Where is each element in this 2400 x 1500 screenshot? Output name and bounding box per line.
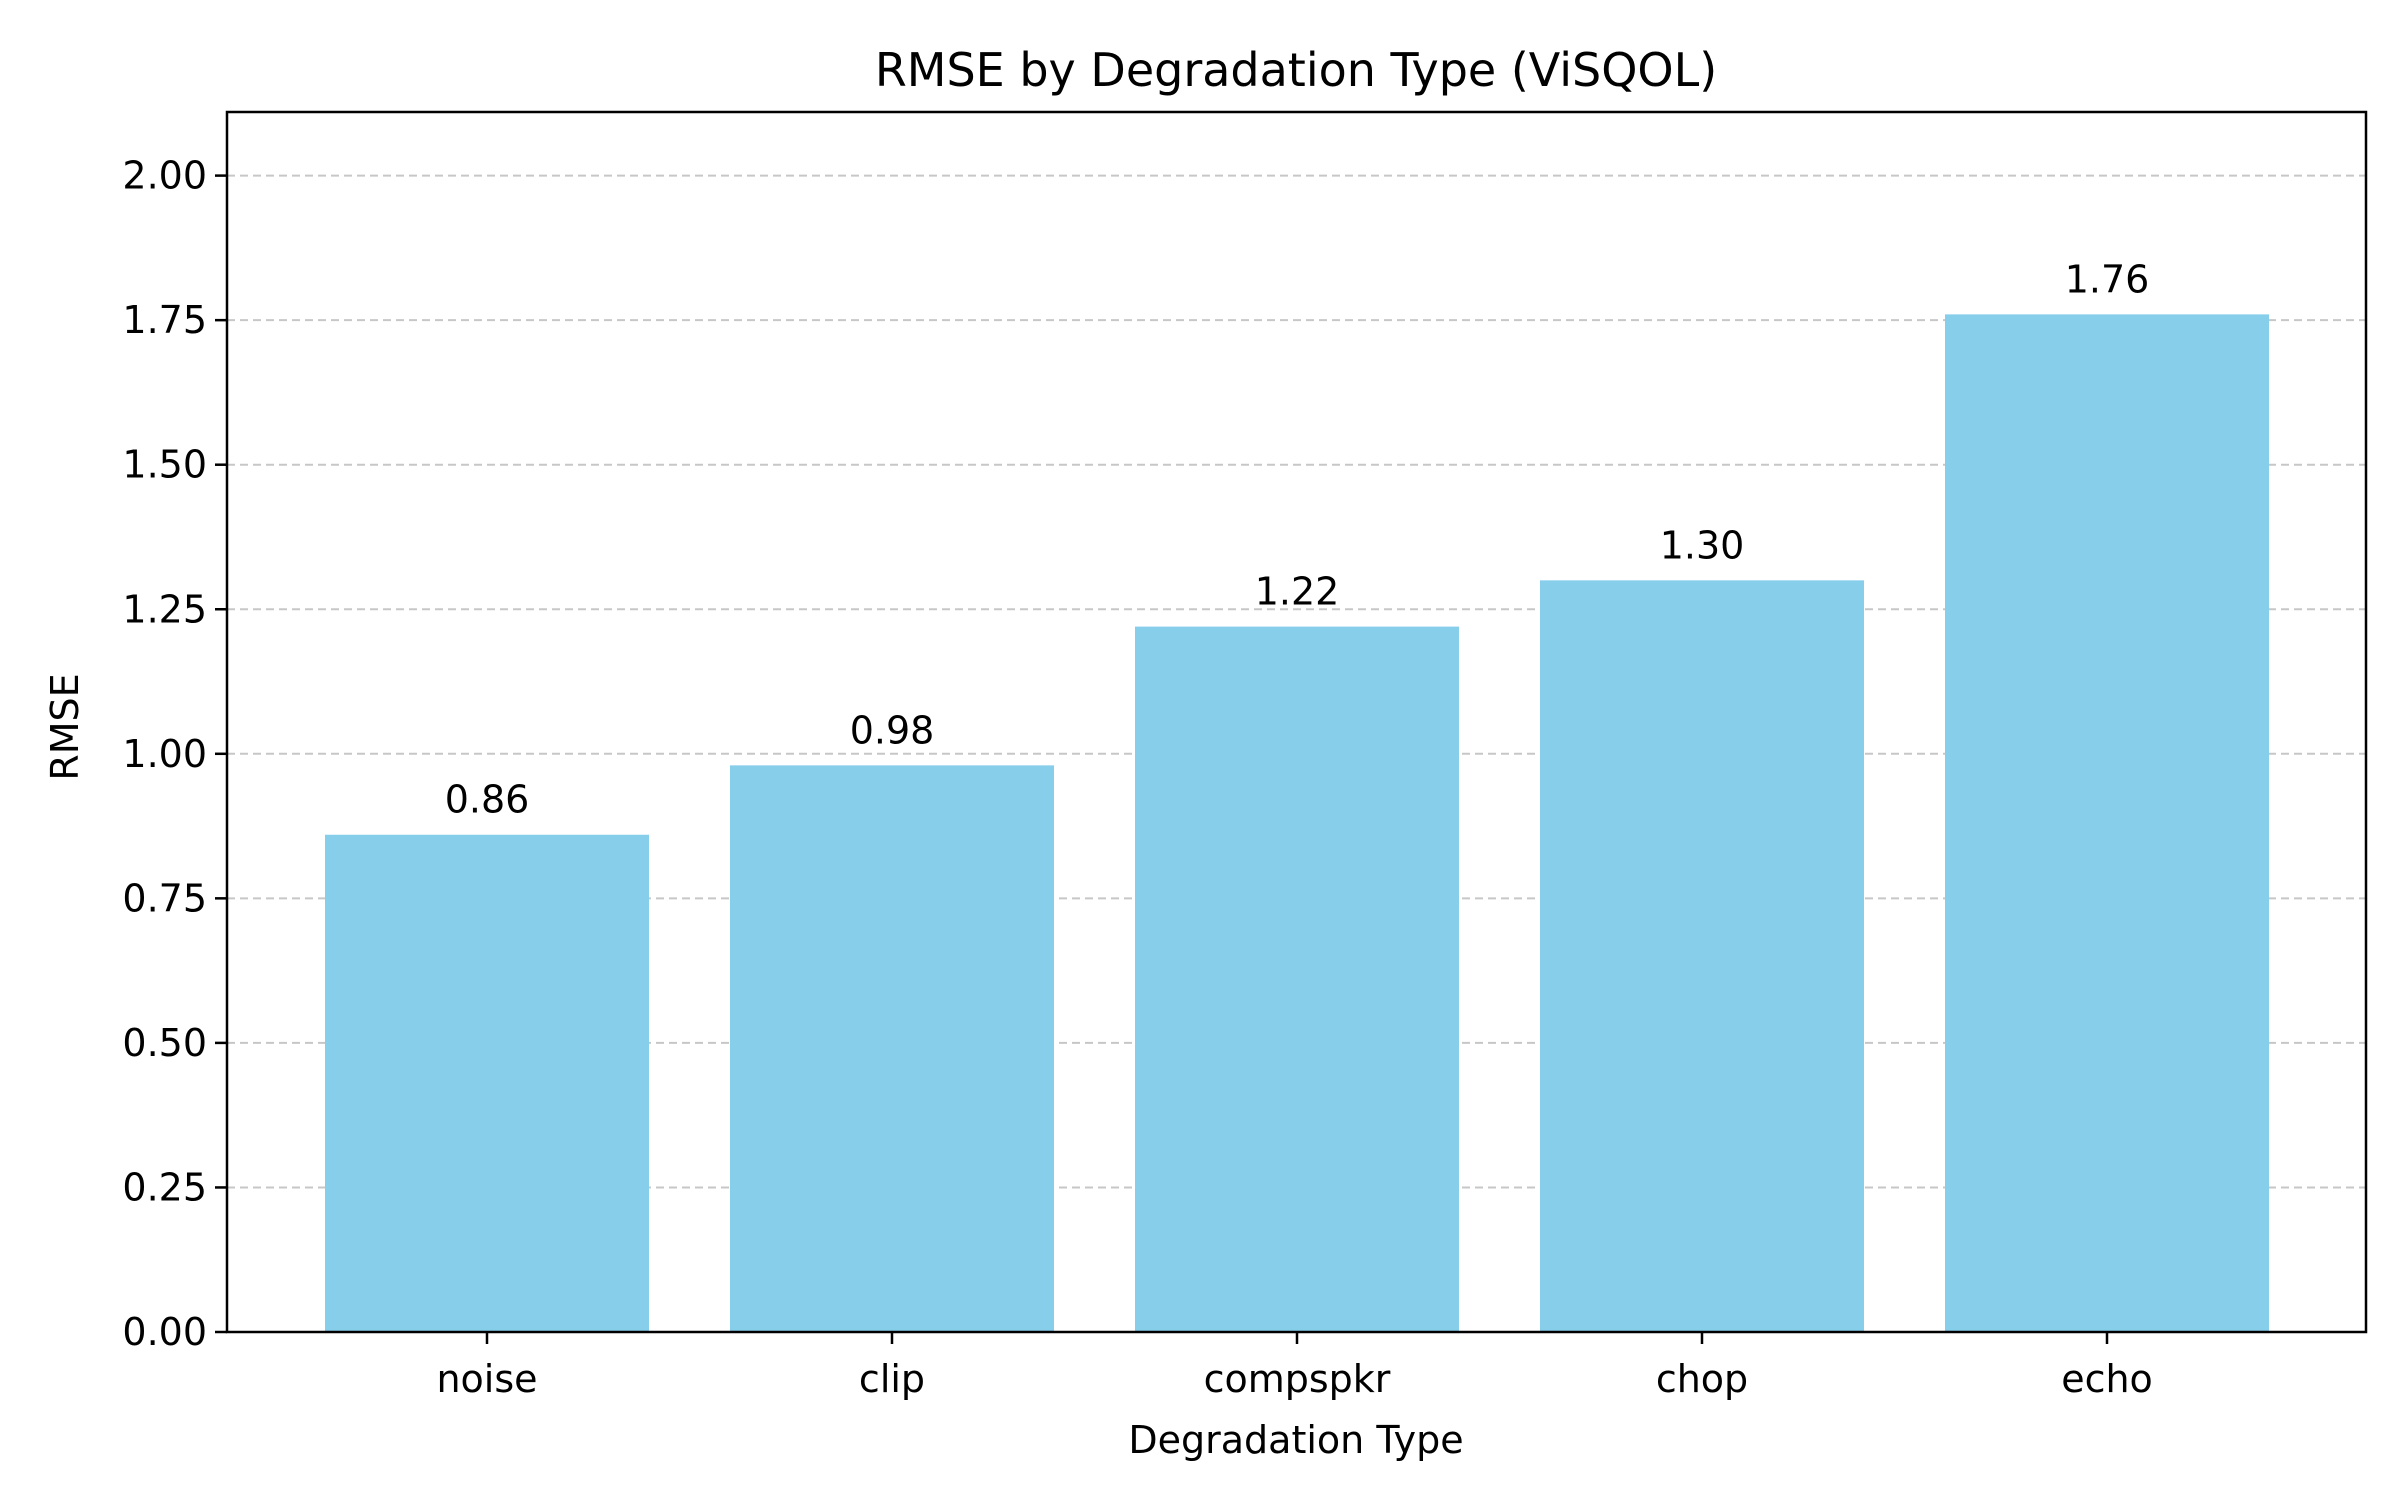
y-tick-label: 0.50 — [122, 1021, 207, 1065]
bar-value-label: 0.86 — [445, 778, 530, 822]
bar-value-label: 1.22 — [1255, 570, 1340, 614]
bar-chop — [1540, 580, 1864, 1332]
x-tick-label: chop — [1656, 1357, 1748, 1401]
x-tick-label: noise — [436, 1357, 537, 1401]
x-axis-title: Degradation Type — [1128, 1418, 1463, 1462]
bar-clip — [730, 765, 1054, 1332]
bar-value-labels: 0.86 0.98 1.22 1.30 1.76 — [445, 257, 2150, 821]
bar-echo — [1945, 314, 2269, 1333]
y-tick-label: 1.75 — [122, 298, 207, 342]
bar-compspkr — [1135, 626, 1459, 1332]
chart-title: RMSE by Degradation Type (ViSQOL) — [875, 43, 1717, 97]
x-tick-label: clip — [859, 1357, 925, 1401]
y-tick-label: 1.50 — [122, 443, 207, 487]
bar-value-label: 0.98 — [850, 708, 935, 752]
bar-value-label: 1.30 — [1660, 523, 1745, 567]
y-tick-label: 0.00 — [122, 1310, 207, 1354]
bar-noise — [325, 834, 649, 1332]
y-tick-label: 2.00 — [122, 154, 207, 198]
y-tick-label: 1.25 — [122, 587, 207, 631]
x-axis-ticks: noise clip compspkr chop echo — [436, 1332, 2153, 1401]
y-axis-ticks: 0.00 0.25 0.50 0.75 1.00 1.25 1.50 1.75 2.00 — [122, 154, 227, 1354]
x-tick-label: compspkr — [1204, 1357, 1391, 1401]
bars — [325, 314, 2269, 1333]
y-tick-label: 1.00 — [122, 732, 207, 776]
y-tick-label: 0.25 — [122, 1165, 207, 1209]
x-tick-label: echo — [2061, 1357, 2153, 1401]
bar-value-label: 1.76 — [2065, 257, 2150, 301]
y-axis-title: RMSE — [43, 673, 87, 780]
y-tick-label: 0.75 — [122, 876, 207, 920]
